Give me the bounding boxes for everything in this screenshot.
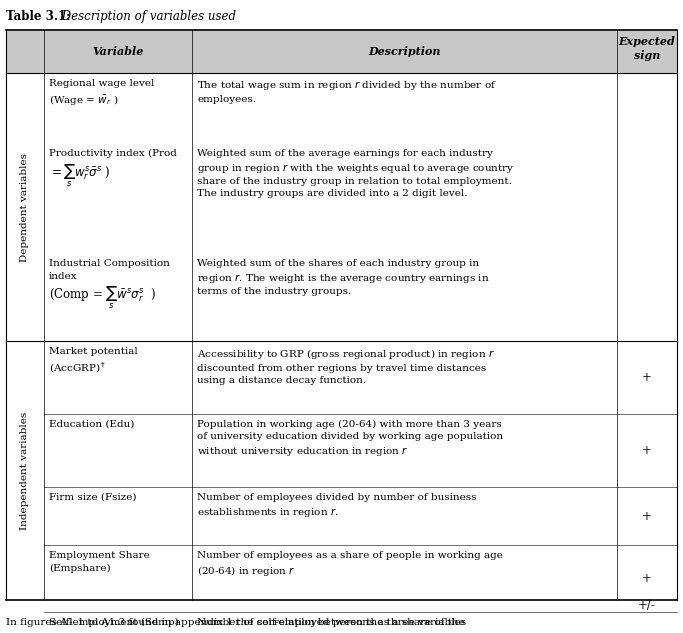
Text: +/-: +/- bbox=[638, 599, 656, 613]
Text: Employment Share: Employment Share bbox=[49, 551, 150, 560]
Text: Self-employment (Semp): Self-employment (Semp) bbox=[49, 618, 179, 627]
Text: $= \sum_s w^s_r \bar{\sigma}^s$ ): $= \sum_s w^s_r \bar{\sigma}^s$ ) bbox=[49, 163, 111, 189]
Text: Weighted sum of the average earnings for each industry
group in region $r$ with : Weighted sum of the average earnings for… bbox=[197, 149, 514, 198]
Text: +: + bbox=[642, 444, 652, 457]
Text: In figures A1.1 to A1.3 found in appendix 1 the correlation between the three va: In figures A1.1 to A1.3 found in appendi… bbox=[6, 618, 466, 627]
Text: Accessibility to GRP (gross regional product) in region $r$
discounted from othe: Accessibility to GRP (gross regional pro… bbox=[197, 347, 494, 385]
Text: Industrial Composition: Industrial Composition bbox=[49, 259, 170, 268]
Text: index: index bbox=[49, 272, 78, 281]
Bar bbox=[6, 30, 677, 73]
Text: Table 3.1:: Table 3.1: bbox=[6, 10, 70, 23]
Text: Description of variables used: Description of variables used bbox=[58, 10, 236, 23]
Text: Number of employees as a share of people in working age
(20-64) in region $r$: Number of employees as a share of people… bbox=[197, 551, 503, 578]
Text: Independent variables: Independent variables bbox=[20, 411, 29, 530]
Text: +: + bbox=[642, 572, 652, 585]
Text: The total wage sum in region $r$ divided by the number of
employees.: The total wage sum in region $r$ divided… bbox=[197, 79, 497, 104]
Text: Regional wage level: Regional wage level bbox=[49, 79, 154, 88]
Text: (Wage = $\bar{w}_r$ ): (Wage = $\bar{w}_r$ ) bbox=[49, 94, 118, 108]
Text: (Comp = $\sum_s \bar{w}^s \sigma^s_r$  ): (Comp = $\sum_s \bar{w}^s \sigma^s_r$ ) bbox=[49, 285, 156, 311]
Text: Population in working age (20-64) with more than 3 years
of university education: Population in working age (20-64) with m… bbox=[197, 420, 503, 458]
Text: Number of employees divided by number of business
establishments in region $r$.: Number of employees divided by number of… bbox=[197, 493, 477, 518]
Text: Dependent variables: Dependent variables bbox=[20, 153, 29, 261]
Text: +: + bbox=[642, 510, 652, 522]
Text: (Empshare): (Empshare) bbox=[49, 564, 111, 573]
Text: (AccGRP)$^\dagger$: (AccGRP)$^\dagger$ bbox=[49, 360, 107, 375]
Text: Number of self-employed persons as a share of the
population in working age (20-: Number of self-employed persons as a sha… bbox=[197, 618, 464, 633]
Text: +: + bbox=[642, 371, 652, 384]
Text: Market potential: Market potential bbox=[49, 347, 138, 356]
Text: Education (Edu): Education (Edu) bbox=[49, 420, 135, 429]
Text: Expected
sign: Expected sign bbox=[619, 35, 675, 61]
Text: Description: Description bbox=[368, 46, 441, 57]
Text: Variable: Variable bbox=[92, 46, 143, 57]
Text: Firm size (Fsize): Firm size (Fsize) bbox=[49, 493, 137, 502]
Text: Weighted sum of the shares of each industry group in
region $r$. The weight is t: Weighted sum of the shares of each indus… bbox=[197, 259, 490, 296]
Text: Productivity index (Prod: Productivity index (Prod bbox=[49, 149, 177, 158]
